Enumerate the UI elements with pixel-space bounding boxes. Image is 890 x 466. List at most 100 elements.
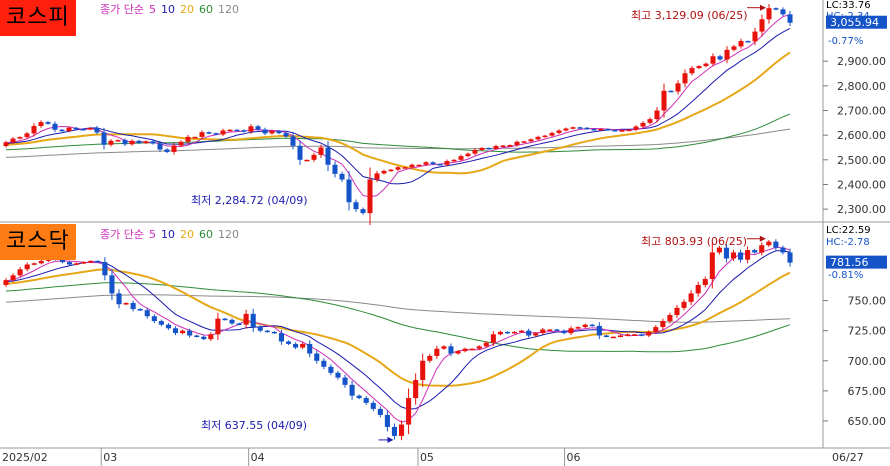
kosdaq-candle[interactable] <box>356 395 362 399</box>
kosdaq-candle[interactable] <box>38 260 44 264</box>
kosdaq-candle[interactable] <box>370 402 376 409</box>
kospi-candle[interactable] <box>549 132 555 136</box>
kospi-candle[interactable] <box>752 31 758 42</box>
kosdaq-candle[interactable] <box>81 262 87 264</box>
kosdaq-candle[interactable] <box>533 333 539 336</box>
kosdaq-candle[interactable] <box>102 262 108 276</box>
kosdaq-candle[interactable] <box>250 313 256 328</box>
kosdaq-candle[interactable] <box>384 414 390 427</box>
kospi-candle[interactable] <box>80 128 86 131</box>
kospi-candle[interactable] <box>612 129 618 132</box>
kospi-candle[interactable] <box>122 140 128 145</box>
kosdaq-candle[interactable] <box>448 346 454 354</box>
kosdaq-candle[interactable] <box>222 318 228 321</box>
kosdaq-candle[interactable] <box>554 329 560 331</box>
kospi-candle[interactable] <box>115 140 121 142</box>
kospi-candle[interactable] <box>626 129 632 132</box>
kosdaq-candle[interactable] <box>406 398 412 425</box>
kosdaq-candle[interactable] <box>547 329 553 331</box>
kosdaq-candle[interactable] <box>413 380 419 399</box>
kospi-candle[interactable] <box>479 147 485 150</box>
kospi-candle[interactable] <box>591 128 597 131</box>
kosdaq-candle[interactable] <box>293 343 299 348</box>
kospi-candle[interactable] <box>31 126 37 134</box>
kospi-candle[interactable] <box>178 141 184 146</box>
kospi-candle[interactable] <box>647 119 653 123</box>
kosdaq-candle[interactable] <box>497 331 503 335</box>
kospi-candle[interactable] <box>269 130 275 134</box>
kosdaq-candle[interactable] <box>59 259 66 263</box>
kospi-candle[interactable] <box>577 127 583 129</box>
kosdaq-candle[interactable] <box>17 269 23 276</box>
kosdaq-candle[interactable] <box>441 346 447 349</box>
kosdaq-candle[interactable] <box>582 324 588 328</box>
kosdaq-candle[interactable] <box>335 372 341 378</box>
kosdaq-candle[interactable] <box>483 342 489 347</box>
kospi-candle[interactable] <box>311 154 317 160</box>
kospi-candle[interactable] <box>388 169 394 172</box>
kospi-candle[interactable] <box>150 141 156 144</box>
kospi-candle[interactable] <box>73 127 79 130</box>
kosdaq-candle[interactable] <box>490 334 496 343</box>
kospi-candle[interactable] <box>241 130 247 132</box>
kospi-candle[interactable] <box>339 173 345 180</box>
kospi-candle[interactable] <box>717 56 723 60</box>
kospi-candle[interactable] <box>486 147 492 150</box>
kosdaq-candle[interactable] <box>172 328 179 334</box>
kospi-candle[interactable] <box>290 136 296 146</box>
kospi-candle[interactable] <box>724 49 730 60</box>
kosdaq-candle[interactable] <box>787 252 793 263</box>
kospi-candle[interactable] <box>24 133 30 138</box>
kosdaq-candle[interactable] <box>391 426 398 436</box>
kosdaq-candle[interactable] <box>427 355 433 361</box>
kospi-candle[interactable] <box>101 132 107 145</box>
kosdaq-candle[interactable] <box>208 334 214 340</box>
kosdaq-candle[interactable] <box>109 275 115 294</box>
kospi-candle[interactable] <box>738 40 744 47</box>
kospi-candle[interactable] <box>472 149 478 154</box>
kosdaq-candle[interactable] <box>462 348 468 352</box>
kosdaq-candle[interactable] <box>158 321 164 325</box>
kospi-candle[interactable] <box>773 8 779 10</box>
kospi-candle[interactable] <box>759 19 765 32</box>
kosdaq-candle[interactable] <box>639 334 645 336</box>
kospi-candle[interactable] <box>283 133 289 137</box>
kosdaq-candle[interactable] <box>504 331 511 334</box>
kospi-candle[interactable] <box>458 156 464 160</box>
kosdaq-candle[interactable] <box>511 331 518 334</box>
kosdaq-candle[interactable] <box>610 336 616 339</box>
kospi-candle[interactable] <box>766 8 772 20</box>
kospi-candle[interactable] <box>423 162 429 165</box>
kosdaq-candle[interactable] <box>137 309 143 311</box>
kospi-candle[interactable] <box>661 90 667 111</box>
kosdaq-candle[interactable] <box>144 310 150 317</box>
kospi-candle[interactable] <box>514 141 520 146</box>
kospi-candle[interactable] <box>94 128 100 133</box>
kospi-candle[interactable] <box>360 209 366 214</box>
kosdaq-candle[interactable] <box>321 360 327 367</box>
kospi-candle[interactable] <box>584 127 590 130</box>
kosdaq-candle[interactable] <box>695 284 701 294</box>
kospi-candle[interactable] <box>675 83 681 92</box>
kosdaq-candle[interactable] <box>151 316 157 322</box>
kosdaq-candle[interactable] <box>589 324 595 327</box>
kospi-candle[interactable] <box>451 159 457 162</box>
kospi-candle[interactable] <box>668 90 674 93</box>
kosdaq-candle[interactable] <box>116 293 122 305</box>
kosdaq-candle[interactable] <box>314 353 320 361</box>
kospi-candle[interactable] <box>493 146 499 149</box>
kospi-candle[interactable] <box>444 161 450 165</box>
kosdaq-candle[interactable] <box>10 275 16 281</box>
kosdaq-candle[interactable] <box>300 343 306 348</box>
kospi-candle[interactable] <box>500 145 506 148</box>
kospi-candle[interactable] <box>66 127 72 131</box>
kospi-candle[interactable] <box>731 46 737 50</box>
kospi-candle[interactable] <box>787 14 793 23</box>
kospi-candle[interactable] <box>38 122 44 127</box>
kospi-candle[interactable] <box>45 122 51 124</box>
kospi-candle[interactable] <box>206 132 212 134</box>
kosdaq-candle[interactable] <box>476 346 482 349</box>
kospi-candle[interactable] <box>430 162 436 165</box>
kospi-candle[interactable] <box>402 167 408 169</box>
